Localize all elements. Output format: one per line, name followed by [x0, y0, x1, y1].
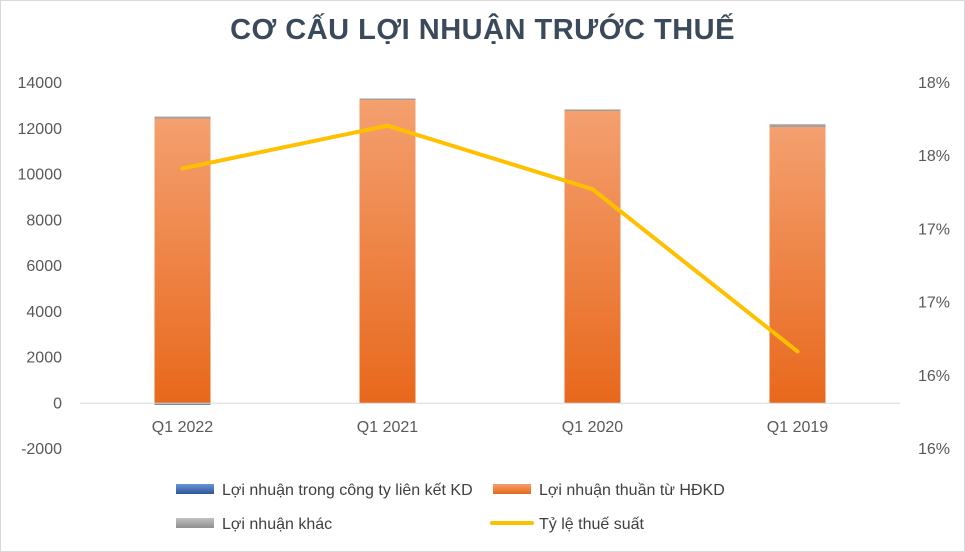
y-right-tick-label: 17% [918, 295, 950, 312]
legend-label: Lợi nhuận thuần từ HĐKD [539, 482, 725, 499]
y-right-tick-label: 18% [918, 148, 950, 165]
y-left-tick-label: 14000 [18, 75, 63, 92]
x-tick-label: Q1 2022 [152, 419, 213, 436]
legend-swatch [176, 518, 214, 528]
y-left-tick-label: -2000 [21, 441, 62, 458]
y-left-tick-label: 4000 [26, 304, 62, 321]
y-right-tick-label: 16% [918, 441, 950, 458]
x-tick-label: Q1 2019 [767, 419, 828, 436]
y-right-tick-label: 17% [918, 221, 950, 238]
y-left-tick-label: 8000 [26, 212, 62, 229]
bar-segment-3-3 [564, 109, 621, 111]
bar-segment-3-2 [359, 98, 416, 100]
bar-segment-2-3 [564, 109, 621, 404]
bar-segment-3-1 [154, 116, 211, 119]
y-left-tick-label: 6000 [26, 258, 62, 275]
y-left-tick-label: 2000 [26, 350, 62, 367]
tax-rate-point [795, 349, 800, 354]
legend-swatch [493, 484, 531, 494]
y-right-tick-label: 18% [918, 75, 950, 92]
tax-rate-point [180, 166, 185, 171]
bar-segment-2-1 [154, 118, 211, 404]
bar-segment-3-4 [769, 123, 826, 127]
legend-label: Lợi nhuận khác [222, 516, 332, 533]
legend-swatch [176, 484, 214, 494]
x-tick-label: Q1 2021 [357, 419, 418, 436]
y-left-tick-label: 12000 [18, 121, 63, 138]
tax-rate-point [385, 123, 390, 128]
chart-title: CƠ CẤU LỢI NHUẬN TRƯỚC THUẾ [230, 14, 735, 46]
tax-rate-line [180, 123, 800, 354]
x-tick-label: Q1 2020 [562, 419, 623, 436]
y-right-tick-label: 16% [918, 368, 950, 385]
tax-rate-point [590, 187, 595, 192]
legend-label: Tỷ lệ thuế suất [539, 516, 645, 533]
bar-segment-1-1 [154, 403, 211, 405]
legend-label: Lợi nhuận trong công ty liên kết KD [222, 482, 473, 499]
bar-segment-2-2 [359, 99, 416, 404]
y-left-tick-label: 10000 [18, 167, 63, 184]
bar-segment-2-4 [769, 126, 826, 404]
y-left-tick-label: 0 [53, 395, 62, 412]
